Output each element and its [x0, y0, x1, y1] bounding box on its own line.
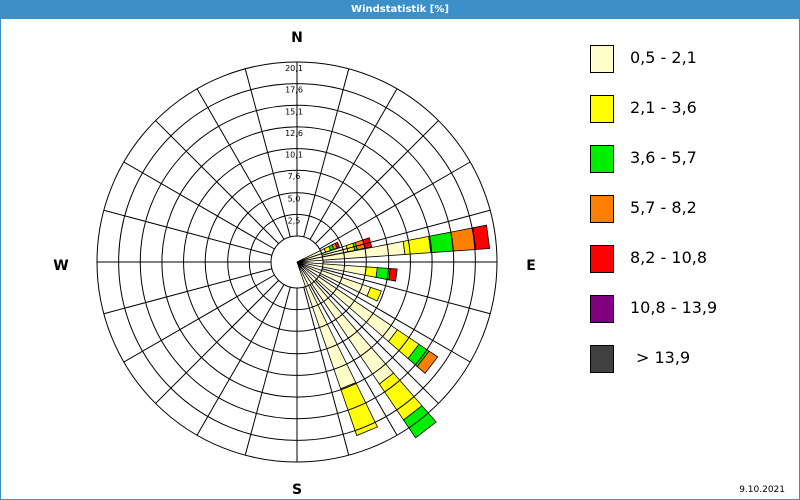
sector-7-class-1	[340, 382, 379, 437]
legend-label: 5,7 - 8,2	[630, 198, 697, 217]
radial-line	[123, 274, 275, 363]
sector-3-class-4	[388, 268, 398, 282]
sector-3-class-1	[364, 266, 378, 278]
sector-2-class-3	[450, 227, 477, 252]
legend-swatch	[590, 195, 614, 223]
legend-label: > 13,9	[636, 348, 691, 367]
ring-label: 5,0	[288, 195, 301, 204]
radial-line	[244, 286, 291, 456]
ring-label: 15,1	[285, 107, 303, 116]
ring-label: 20,1	[285, 64, 303, 73]
ring-label: 7,6	[288, 172, 301, 181]
sector-2-class-2	[428, 231, 454, 254]
legend-label: 0,5 - 2,1	[630, 48, 697, 67]
legend-swatch	[590, 95, 614, 123]
ring-label: 10,1	[285, 151, 303, 160]
sector-2-class-1	[402, 235, 432, 255]
radial-line	[196, 88, 285, 240]
date-stamp: 9.10.2021	[739, 485, 785, 495]
radial-line	[319, 274, 471, 363]
radial-line	[321, 209, 491, 256]
radial-line	[244, 68, 291, 238]
ring-label: 12,6	[285, 129, 303, 138]
sector-2-class-4	[472, 224, 491, 250]
radial-line	[103, 268, 273, 315]
direction-label-e: E	[526, 258, 536, 274]
sector-5-class-3	[416, 350, 439, 374]
legend-label: 3,6 - 5,7	[630, 148, 697, 167]
radial-line	[303, 68, 350, 238]
radial-line	[303, 286, 350, 456]
legend-swatch	[590, 245, 614, 273]
legend-item: 10,8 - 13,9	[590, 295, 790, 325]
radial-line	[319, 161, 471, 250]
legend-item: 2,1 - 3,6	[590, 95, 790, 125]
legend-swatch	[590, 345, 614, 373]
radial-line	[123, 161, 275, 250]
legend-item: 5,7 - 8,2	[590, 195, 790, 225]
legend-label: 2,1 - 3,6	[630, 98, 697, 117]
radial-line	[309, 88, 398, 240]
radial-line	[155, 280, 279, 404]
radial-line	[309, 284, 398, 436]
ring-label: 2,5	[288, 216, 301, 225]
ring-label: 17,6	[285, 86, 303, 95]
legend-item: > 13,9	[590, 345, 790, 375]
radial-line	[315, 120, 439, 244]
radial-line	[155, 120, 279, 244]
radial-line	[103, 209, 273, 256]
legend-label: 10,8 - 13,9	[630, 298, 718, 317]
legend-swatch	[590, 295, 614, 323]
legend-label: 8,2 - 10,8	[630, 248, 708, 267]
legend-swatch	[590, 45, 614, 73]
sector-4-class-1	[366, 286, 382, 302]
radial-line	[315, 280, 439, 404]
radial-line	[321, 268, 491, 315]
title-bar: Windstatistik [%]	[1, 1, 799, 19]
direction-label-w: W	[53, 258, 68, 274]
radial-line	[196, 284, 285, 436]
legend-item: 3,6 - 5,7	[590, 145, 790, 175]
direction-label-s: S	[292, 482, 302, 498]
direction-label-n: N	[291, 30, 303, 46]
legend-item: 8,2 - 10,8	[590, 245, 790, 275]
legend-swatch	[590, 145, 614, 173]
legend-item: 0,5 - 2,1	[590, 45, 790, 75]
